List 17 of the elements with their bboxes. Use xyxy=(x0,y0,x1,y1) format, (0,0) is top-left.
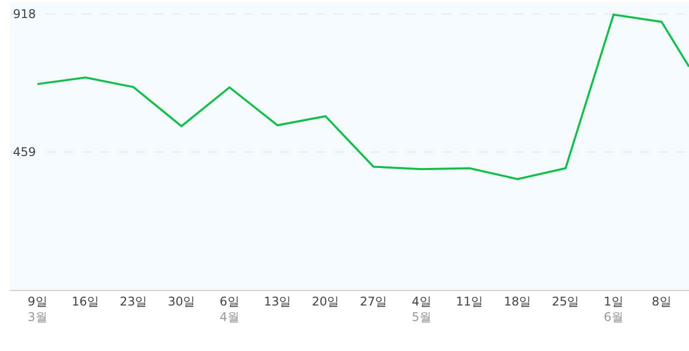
x-tick-label: 13일 xyxy=(264,294,292,308)
x-tick-label: 16일 xyxy=(72,294,100,308)
x-tick-label: 25일 xyxy=(552,294,580,308)
x-tick-label: 18일 xyxy=(504,294,532,308)
x-tick-label: 8일 xyxy=(652,294,672,308)
line-series xyxy=(36,14,689,180)
x-tick-label: 30일 xyxy=(168,294,196,308)
x-tick-label: 6일 4월 xyxy=(220,294,240,324)
y-tick-label: 918 xyxy=(13,7,36,22)
x-tick-label: 11일 xyxy=(456,294,484,308)
x-tick-label: 9일 3월 xyxy=(28,294,48,324)
x-tick-label: 4일 5월 xyxy=(412,294,432,324)
x-tick-label: 23일 xyxy=(120,294,148,308)
x-tick-label: 20일 xyxy=(312,294,340,308)
x-tick-label: 27일 xyxy=(360,294,388,308)
x-tick-label: 1일 6월 xyxy=(604,294,624,324)
y-tick-label: 459 xyxy=(13,145,36,160)
